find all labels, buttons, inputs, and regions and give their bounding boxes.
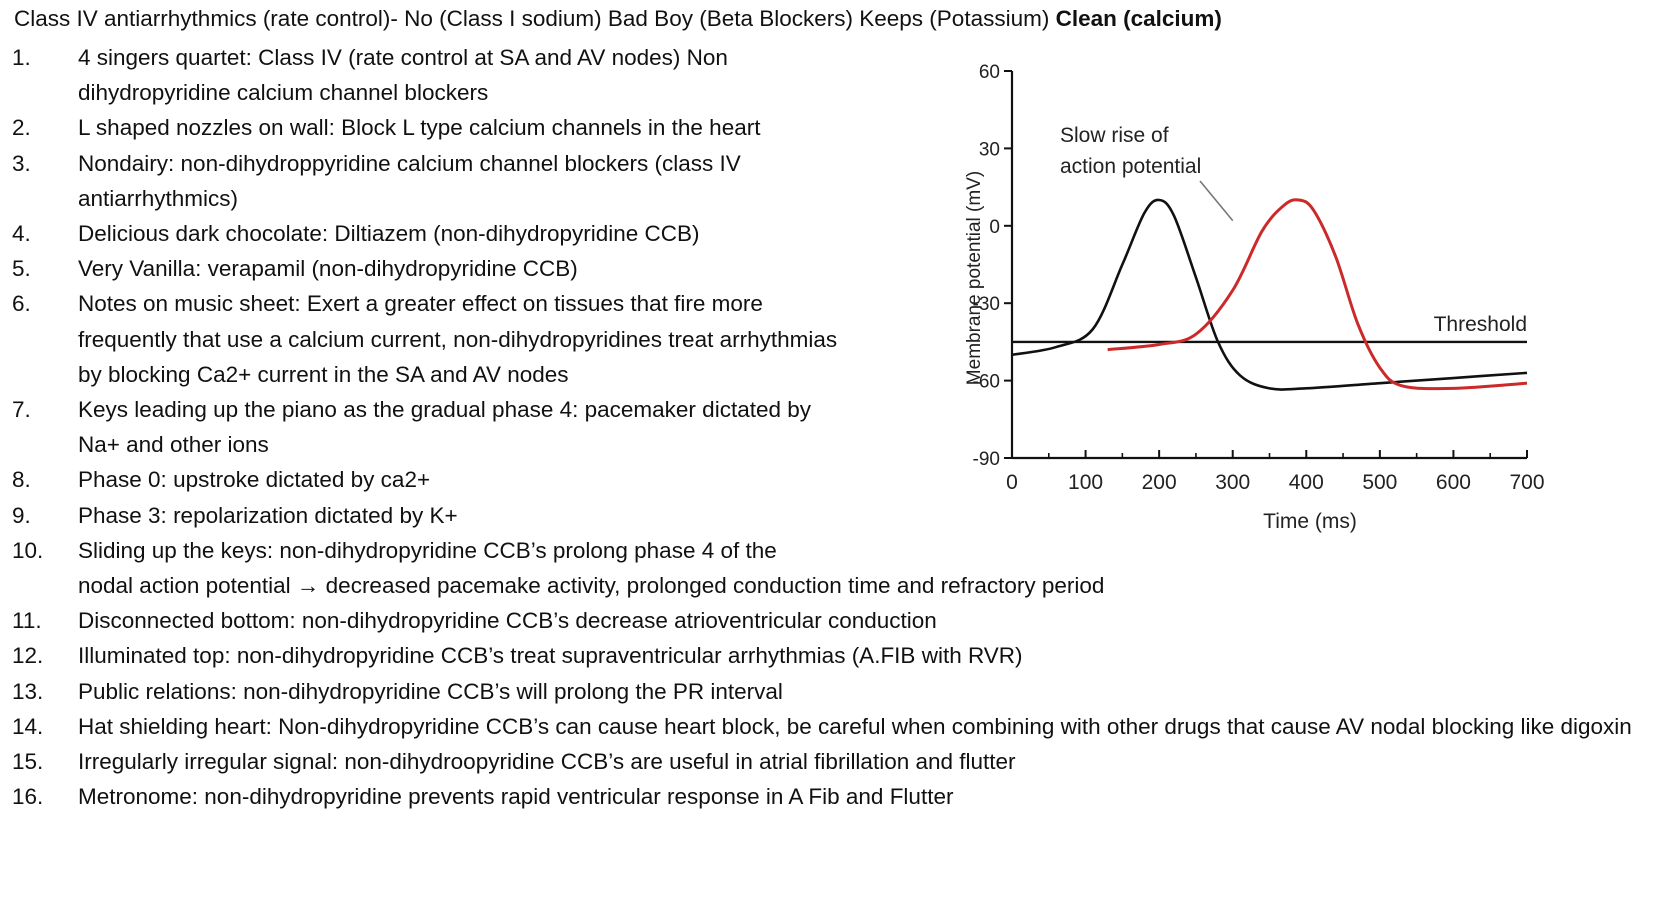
item-text: Hat shielding heart: Non-dihydropyridine…	[78, 713, 1632, 739]
item-number: 12.	[12, 643, 44, 669]
x-tick-label: 400	[1289, 471, 1324, 494]
item-text: L shaped nozzles on wall: Block L type c…	[78, 115, 761, 141]
item-number: 10.	[12, 537, 44, 563]
list-item: 14. Hat shielding heart: Non-dihydropyrid…	[12, 709, 1632, 744]
list-item: 2. L shaped nozzles on wall: Block L type…	[12, 110, 1632, 145]
page-title: Class IV antiarrhythmics (rate control)-…	[14, 6, 1222, 32]
item-number: 7.	[12, 397, 31, 423]
list-item: 12. Illuminated top: non-dihydropyridine …	[12, 638, 1632, 673]
item-text: 4 singers quartet: Class IV (rate contro…	[78, 45, 728, 106]
item-number: 15.	[12, 749, 44, 775]
item-text: Nondairy: non-dihydroppyridine calcium c…	[78, 150, 741, 211]
list-item: 8. Phase 0: upstroke dictated by ca2+	[12, 462, 1632, 497]
annotation-text-line2: action potential	[1060, 155, 1201, 178]
item-text: Irregularly irregular signal: non-dihydr…	[78, 749, 1016, 775]
slowed-action-potential-line	[1107, 198, 1528, 391]
item-number: 11.	[12, 608, 42, 634]
list-item: 4. Delicious dark chocolate: Diltiazem (n…	[12, 216, 1632, 251]
normal-action-potential-line	[1011, 198, 1528, 391]
item-number: 2.	[12, 115, 31, 141]
list-item: 1. 4 singers quartet: Class IV (rate cont…	[12, 40, 1632, 110]
item-number: 6.	[12, 291, 31, 317]
y-tick-label: -90	[973, 449, 1000, 470]
item-number: 5.	[12, 256, 31, 282]
item-number: 1.	[12, 45, 31, 70]
item-number: 3.	[12, 150, 31, 176]
annotation-leader-line	[1199, 180, 1234, 222]
item-text-continued: nodal action potential → decreased pacem…	[78, 573, 1105, 599]
list-item: 11. Disconnected bottom: non-dihydropyrid…	[12, 603, 1632, 638]
item-number: 8.	[12, 467, 31, 493]
title-main: Class IV antiarrhythmics (rate control)-…	[14, 6, 1056, 31]
list-item: 7. Keys leading up the piano as the gradu…	[12, 392, 1632, 462]
y-tick-label: 30	[979, 139, 1000, 160]
x-tick-label: 700	[1509, 471, 1544, 494]
item-number: 13.	[12, 678, 44, 704]
item-text: Very Vanilla: verapamil (non-dihydropyri…	[78, 256, 578, 282]
list-item: 13. Public relations: non-dihydropyridine…	[12, 674, 1632, 709]
x-tick-label: 100	[1068, 471, 1103, 494]
item-text: Sliding up the keys: non-dihydropyridine…	[78, 537, 777, 563]
list-item: 5. Very Vanilla: verapamil (non-dihydropy…	[12, 251, 1632, 286]
item-text: Phase 0: upstroke dictated by ca2+	[78, 467, 431, 493]
item-text: Keys leading up the piano as the gradual…	[78, 397, 811, 458]
item-number: 16.	[12, 784, 44, 810]
item-text: Metronome: non-dihydropyridine prevents …	[78, 784, 954, 810]
item-text: Illuminated top: non-dihydropyridine CCB…	[78, 643, 1023, 669]
item-text: Phase 3: repolarization dictated by K+	[78, 502, 458, 528]
annotation-text-line1: Slow rise of	[1060, 124, 1169, 147]
threshold-label: Threshold	[1434, 313, 1527, 336]
item-number: 4.	[12, 221, 31, 247]
list-item: 3. Nondairy: non-dihydroppyridine calcium…	[12, 146, 1632, 216]
list-item: 6. Notes on music sheet: Exert a greater …	[12, 286, 1632, 392]
y-axis-label: Membrane potential (mV)	[964, 171, 985, 385]
list-item: 15. Irregularly irregular signal: non-dih…	[12, 744, 1632, 779]
x-tick-label: 600	[1436, 471, 1471, 494]
mnemonic-list: 1. 4 singers quartet: Class IV (rate cont…	[12, 40, 1632, 814]
y-tick-label: -60	[973, 372, 1000, 393]
y-tick-label: -30	[973, 294, 1000, 315]
list-item: 9. Phase 3: repolarization dictated by K+	[12, 498, 1632, 533]
item-number: 9.	[12, 502, 31, 528]
item-text: Public relations: non-dihydropyridine CC…	[78, 678, 783, 704]
list-item: 16. Metronome: non-dihydropyridine preven…	[12, 779, 1632, 814]
list-item: 10. Sliding up the keys: non-dihydropyrid…	[12, 533, 1632, 603]
x-tick-label: 0	[1006, 471, 1018, 494]
action-potential-chart: Membrane potential (mV) Time (ms) Slow r…	[964, 62, 1545, 533]
y-tick-label: 0	[989, 217, 1000, 238]
item-number: 14.	[12, 713, 44, 739]
x-tick-label: 500	[1362, 471, 1397, 494]
x-tick-label: 300	[1215, 471, 1250, 494]
item-text: Notes on music sheet: Exert a greater ef…	[78, 291, 838, 387]
title-bold: Clean (calcium)	[1055, 6, 1222, 31]
y-tick-label: 60	[979, 62, 1000, 83]
item-text: Disconnected bottom: non-dihydropyridine…	[78, 608, 937, 634]
x-axis-label: Time (ms)	[1263, 510, 1357, 533]
x-tick-label: 200	[1142, 471, 1177, 494]
item-text: Delicious dark chocolate: Diltiazem (non…	[78, 221, 700, 247]
